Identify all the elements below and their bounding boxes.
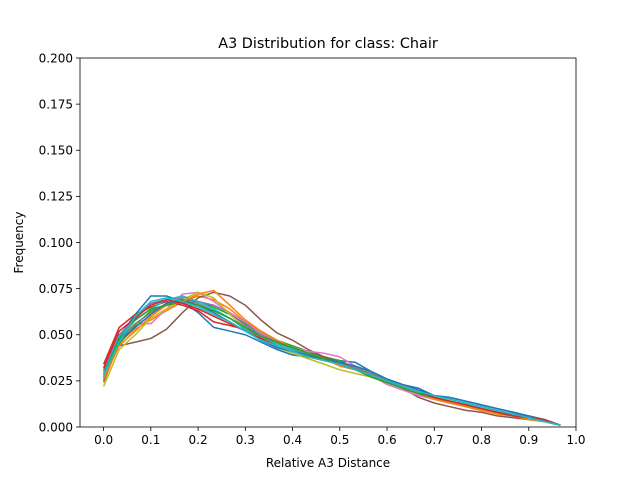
- y-tick-label: 0.175: [39, 97, 73, 111]
- x-tick-label: 1.0: [566, 433, 585, 447]
- x-axis-label: Relative A3 Distance: [266, 456, 390, 470]
- series-line-15: [102, 297, 561, 426]
- y-tick-label: 0.150: [39, 144, 73, 158]
- plot-frame: [79, 57, 577, 428]
- x-tick-label: 0.5: [330, 433, 349, 447]
- y-tick-label: 0.050: [39, 328, 73, 342]
- series-layer: [102, 289, 561, 426]
- series-line-12: [102, 289, 561, 426]
- chart-title: A3 Distribution for class: Chair: [218, 36, 438, 52]
- x-tick-label: 0.8: [472, 433, 491, 447]
- x-tick-label: 0.7: [425, 433, 444, 447]
- x-tick-label: 0.4: [283, 433, 302, 447]
- x-tick-label: 0.3: [236, 433, 255, 447]
- x-tick-label: 0.2: [189, 433, 208, 447]
- y-tick-label: 0.125: [39, 190, 73, 204]
- y-tick-label: 0.000: [39, 420, 73, 434]
- y-tick-label: 0.200: [39, 51, 73, 65]
- x-tick-label: 0.6: [378, 433, 397, 447]
- y-axis-ticks: 0.000 0.025 0.050 0.075 0.100 0.125 0.150 0.175…: [39, 51, 80, 434]
- y-tick-label: 0.025: [39, 374, 73, 388]
- x-axis-ticks: 0.0 0.1 0.2 0.3 0.4 0.5 0.6 0.7 0.8 0.9 1.0: [94, 427, 586, 447]
- x-tick-label: 0.1: [141, 433, 160, 447]
- x-tick-label: 0.9: [519, 433, 538, 447]
- series-line-6: [102, 291, 561, 426]
- x-tick-label: 0.0: [94, 433, 113, 447]
- y-tick-label: 0.075: [39, 282, 73, 296]
- y-tick-label: 0.100: [39, 236, 73, 250]
- y-axis-label: Frequency: [12, 212, 26, 274]
